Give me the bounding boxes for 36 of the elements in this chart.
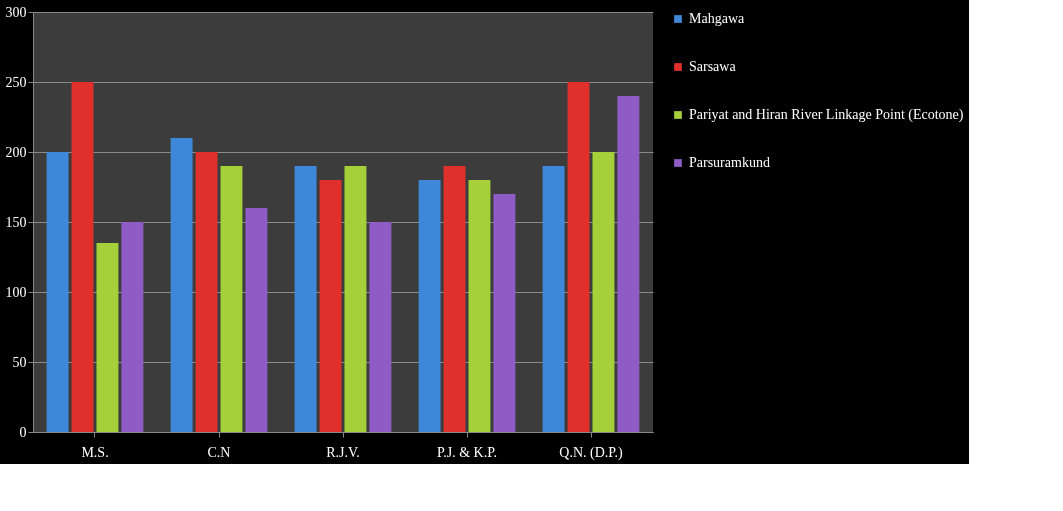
bar (46, 152, 69, 432)
y-tick-label: 100 (5, 284, 27, 300)
x-tick-label: P.J. & K.P. (437, 444, 497, 460)
bar (617, 96, 640, 432)
bar (195, 152, 218, 432)
bar (170, 138, 193, 432)
bar (96, 243, 119, 432)
bar (220, 166, 243, 432)
bar (493, 194, 516, 432)
bar (542, 166, 565, 432)
bar (294, 166, 317, 432)
bar (567, 82, 590, 432)
x-tick-label: R.J.V. (326, 444, 360, 460)
y-tick-label: 0 (19, 424, 27, 440)
bar (592, 152, 615, 432)
legend-label: Sarsawa (689, 59, 737, 74)
y-tick-label: 150 (5, 214, 27, 230)
bar (344, 166, 367, 432)
bar (468, 180, 491, 432)
bar (121, 222, 144, 432)
bar (369, 222, 392, 432)
x-tick-label: Q.N. (D.P.) (559, 444, 624, 461)
bar (71, 82, 94, 432)
y-tick-label: 50 (12, 354, 27, 370)
bar (443, 166, 466, 432)
y-tick-label: 300 (5, 4, 27, 20)
bar (319, 180, 342, 432)
legend-label: Parsuramkund (689, 155, 770, 170)
x-tick-label: C.N (207, 444, 231, 460)
legend-label: Pariyat and Hiran River Linkage Point (Ecotone) (689, 107, 964, 123)
legend-label: Mahgawa (689, 11, 745, 26)
y-tick-label: 250 (5, 74, 27, 90)
x-tick-label: M.S. (81, 444, 109, 460)
bar (245, 208, 268, 432)
y-tick-label: 200 (5, 144, 27, 160)
bar (418, 180, 441, 432)
